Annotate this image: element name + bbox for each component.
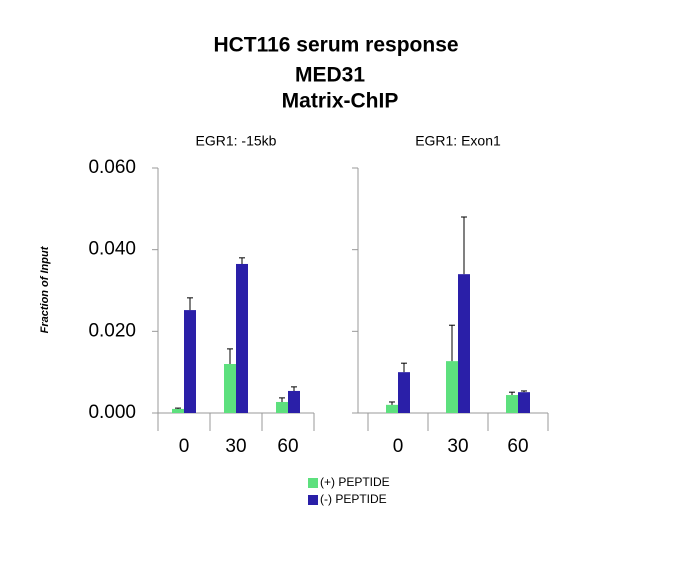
chart-subtitle: Matrix-ChIP [282,90,399,113]
bar [276,401,288,413]
bar [446,361,458,413]
bar [172,408,184,413]
x-tick-label: 60 [507,436,528,457]
y-axis-label: Fraction of Input [39,245,51,333]
legend-swatch [308,495,318,505]
bar [398,372,410,413]
legend-label: (+) PEPTIDE [320,475,390,489]
bar [288,390,300,413]
y-tick-label: 0.060 [88,157,136,178]
bar [458,274,470,413]
bar [506,395,518,413]
y-tick-label: 0.040 [88,239,136,260]
legend-label: (-) PEPTIDE [320,492,387,506]
chart-title: HCT116 serum response [213,34,458,57]
x-tick-label: 0 [179,436,190,457]
y-tick-label: 0.000 [88,402,136,423]
bar [236,263,248,413]
panel-title: EGR1: -15kb [196,133,277,149]
panel-title: EGR1: Exon1 [415,133,501,149]
x-tick-label: 30 [225,436,246,457]
chart-subtitle: MED31 [295,64,365,87]
bar [224,364,236,413]
bar [184,310,196,413]
y-tick-label: 0.020 [88,320,136,341]
legend-swatch [308,478,318,488]
bar [386,404,398,413]
x-tick-label: 0 [393,436,404,457]
bar [518,392,530,413]
x-tick-label: 30 [447,436,468,457]
x-tick-label: 60 [277,436,298,457]
